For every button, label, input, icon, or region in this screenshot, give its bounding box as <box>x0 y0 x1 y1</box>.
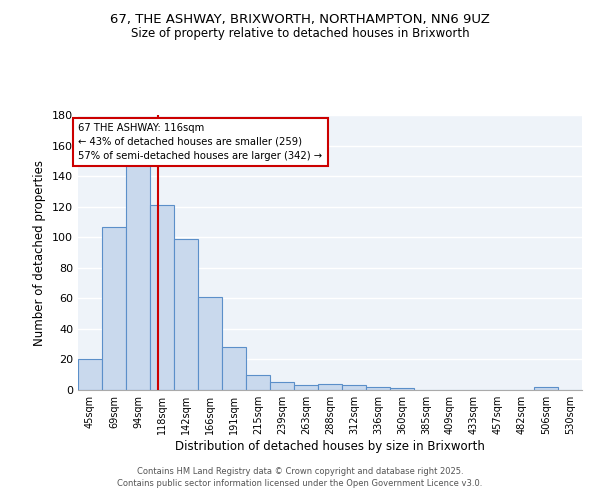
Bar <box>270 382 294 390</box>
Text: 67 THE ASHWAY: 116sqm
← 43% of detached houses are smaller (259)
57% of semi-det: 67 THE ASHWAY: 116sqm ← 43% of detached … <box>79 122 323 160</box>
Bar <box>126 161 150 390</box>
Bar <box>198 297 222 390</box>
Text: Size of property relative to detached houses in Brixworth: Size of property relative to detached ho… <box>131 28 469 40</box>
Bar <box>534 387 558 390</box>
Bar <box>102 226 126 390</box>
X-axis label: Distribution of detached houses by size in Brixworth: Distribution of detached houses by size … <box>175 440 485 453</box>
Bar <box>366 387 390 390</box>
Bar <box>222 347 246 390</box>
Bar <box>342 386 366 390</box>
Bar <box>390 388 414 390</box>
Bar <box>294 386 318 390</box>
Bar <box>78 360 102 390</box>
Bar <box>246 374 270 390</box>
Bar <box>174 239 198 390</box>
Text: Contains HM Land Registry data © Crown copyright and database right 2025.
Contai: Contains HM Land Registry data © Crown c… <box>118 466 482 487</box>
Y-axis label: Number of detached properties: Number of detached properties <box>34 160 46 346</box>
Text: 67, THE ASHWAY, BRIXWORTH, NORTHAMPTON, NN6 9UZ: 67, THE ASHWAY, BRIXWORTH, NORTHAMPTON, … <box>110 12 490 26</box>
Bar <box>318 384 342 390</box>
Bar <box>150 205 174 390</box>
